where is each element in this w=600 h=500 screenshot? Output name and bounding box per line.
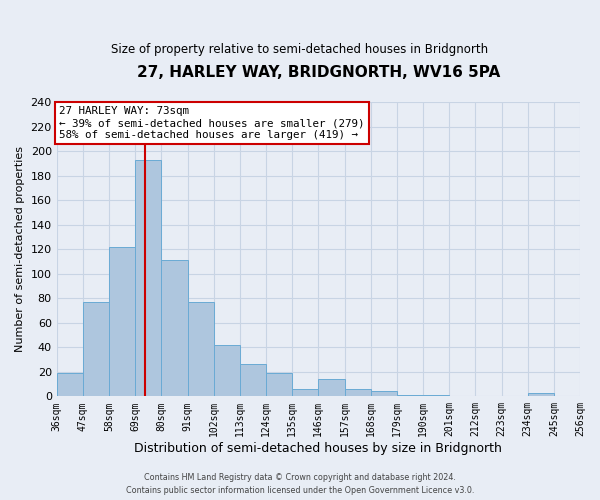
Bar — [397, 395, 423, 396]
Title: 27, HARLEY WAY, BRIDGNORTH, WV16 5PA: 27, HARLEY WAY, BRIDGNORTH, WV16 5PA — [137, 65, 500, 80]
Text: Size of property relative to semi-detached houses in Bridgnorth: Size of property relative to semi-detach… — [112, 42, 488, 56]
Bar — [161, 260, 188, 396]
Bar — [56, 373, 83, 396]
Bar — [135, 160, 161, 396]
Y-axis label: Number of semi-detached properties: Number of semi-detached properties — [15, 146, 25, 352]
Bar — [527, 392, 554, 396]
Bar — [371, 392, 397, 396]
Bar — [266, 373, 292, 396]
Bar — [214, 345, 240, 397]
Text: 27 HARLEY WAY: 73sqm
← 39% of semi-detached houses are smaller (279)
58% of semi: 27 HARLEY WAY: 73sqm ← 39% of semi-detac… — [59, 106, 365, 140]
Bar — [423, 395, 449, 396]
Bar — [188, 302, 214, 396]
Bar — [319, 379, 344, 396]
Bar — [292, 389, 319, 396]
Bar — [240, 364, 266, 396]
X-axis label: Distribution of semi-detached houses by size in Bridgnorth: Distribution of semi-detached houses by … — [134, 442, 502, 455]
Bar — [344, 389, 371, 396]
Bar — [109, 246, 135, 396]
Text: Contains HM Land Registry data © Crown copyright and database right 2024.
Contai: Contains HM Land Registry data © Crown c… — [126, 473, 474, 495]
Bar — [83, 302, 109, 396]
